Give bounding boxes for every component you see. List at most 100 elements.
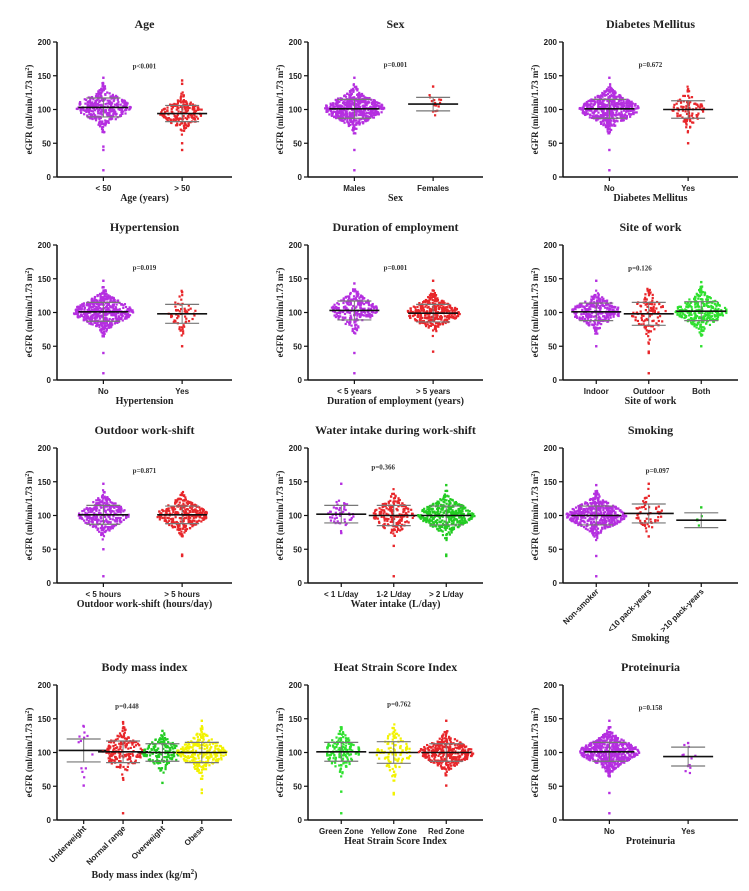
data-point bbox=[98, 100, 101, 104]
data-point bbox=[428, 310, 431, 313]
data-point bbox=[352, 123, 355, 127]
data-point bbox=[337, 112, 340, 115]
data-point bbox=[351, 329, 354, 333]
data-point bbox=[462, 515, 465, 519]
data-point bbox=[686, 301, 690, 304]
data-point bbox=[80, 516, 83, 519]
data-point bbox=[463, 517, 466, 520]
data-point bbox=[113, 98, 116, 101]
data-point bbox=[710, 304, 713, 307]
x-tick-label: Males bbox=[343, 184, 366, 193]
data-point bbox=[111, 117, 114, 120]
x-tick-label: Indoor bbox=[584, 387, 609, 396]
data-point bbox=[439, 98, 443, 101]
data-point bbox=[422, 310, 425, 313]
data-point bbox=[447, 317, 451, 320]
data-point bbox=[101, 85, 104, 88]
data-point bbox=[610, 128, 613, 132]
data-point bbox=[180, 133, 184, 136]
data-point bbox=[378, 107, 381, 110]
data-point bbox=[380, 515, 383, 518]
data-point bbox=[341, 102, 345, 105]
data-point bbox=[460, 511, 463, 514]
y-axis-label-superscript: 2 bbox=[531, 271, 537, 274]
data-point bbox=[339, 118, 342, 122]
data-point bbox=[176, 102, 179, 105]
data-point bbox=[590, 315, 593, 319]
data-point bbox=[702, 321, 705, 324]
data-point bbox=[94, 119, 98, 122]
data-point bbox=[634, 104, 637, 107]
data-point bbox=[405, 520, 409, 523]
data-point bbox=[452, 510, 455, 513]
data-point bbox=[407, 521, 410, 524]
data-point bbox=[431, 289, 434, 292]
data-point bbox=[112, 510, 115, 513]
data-point bbox=[352, 515, 355, 518]
data-point bbox=[395, 530, 399, 533]
data-point bbox=[172, 511, 175, 514]
data-point bbox=[189, 520, 192, 523]
data-point bbox=[333, 306, 336, 309]
data-point bbox=[695, 114, 698, 117]
data-point bbox=[700, 298, 703, 301]
data-point bbox=[457, 312, 460, 315]
data-point bbox=[695, 103, 698, 106]
data-point bbox=[93, 109, 97, 112]
data-point bbox=[346, 99, 349, 103]
data-point bbox=[394, 525, 397, 528]
data-point bbox=[189, 516, 192, 519]
data-point bbox=[438, 512, 441, 516]
data-point bbox=[368, 112, 372, 115]
data-point bbox=[88, 304, 92, 307]
data-point bbox=[685, 122, 688, 125]
data-point bbox=[182, 94, 185, 97]
data-point bbox=[94, 309, 97, 312]
group-outdoor bbox=[623, 287, 674, 375]
data-point bbox=[412, 314, 415, 317]
data-point bbox=[435, 316, 439, 319]
data-point bbox=[91, 105, 94, 108]
data-point bbox=[181, 534, 184, 537]
data-point bbox=[468, 517, 471, 520]
data-point bbox=[372, 512, 375, 515]
y-tick-label: 100 bbox=[544, 309, 558, 318]
data-point bbox=[606, 89, 609, 92]
data-point bbox=[84, 511, 87, 514]
data-point bbox=[123, 109, 127, 112]
data-point bbox=[392, 529, 395, 532]
data-point bbox=[421, 305, 424, 308]
data-point bbox=[694, 296, 697, 299]
data-point bbox=[431, 293, 434, 296]
data-point bbox=[158, 510, 161, 513]
data-point bbox=[351, 89, 355, 92]
data-point bbox=[335, 313, 338, 316]
data-point bbox=[437, 323, 440, 326]
data-point bbox=[635, 111, 638, 114]
data-point bbox=[684, 118, 687, 122]
data-point bbox=[603, 94, 607, 97]
data-point bbox=[346, 320, 349, 323]
data-point bbox=[680, 308, 683, 311]
data-point bbox=[350, 113, 353, 116]
data-point bbox=[454, 306, 457, 310]
data-point bbox=[624, 114, 627, 117]
data-point bbox=[111, 108, 114, 111]
data-point bbox=[348, 111, 351, 114]
data-point bbox=[685, 303, 688, 306]
y-axis-label-superscript: 2 bbox=[276, 271, 282, 274]
data-point bbox=[440, 508, 443, 511]
x-tick-label: > 5 hours bbox=[164, 590, 200, 599]
data-point bbox=[690, 321, 693, 324]
data-point bbox=[91, 509, 94, 512]
data-point bbox=[95, 107, 99, 110]
data-point bbox=[605, 315, 609, 318]
data-point-outlier bbox=[595, 279, 598, 282]
data-point bbox=[367, 108, 370, 112]
data-point bbox=[105, 529, 108, 532]
data-point bbox=[190, 520, 194, 523]
data-point bbox=[691, 318, 694, 321]
data-point bbox=[336, 312, 339, 315]
data-point bbox=[98, 292, 102, 295]
data-point bbox=[106, 303, 110, 307]
